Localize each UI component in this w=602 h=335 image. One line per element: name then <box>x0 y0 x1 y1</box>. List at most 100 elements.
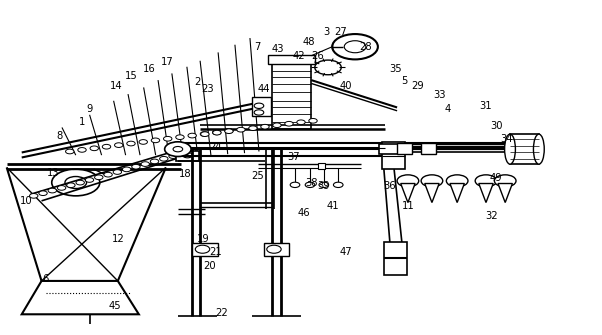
Text: 4: 4 <box>445 104 452 114</box>
Bar <box>510 134 539 164</box>
Circle shape <box>188 133 196 138</box>
Text: 46: 46 <box>298 208 310 217</box>
Circle shape <box>273 123 281 128</box>
Bar <box>382 142 405 169</box>
Circle shape <box>225 129 233 134</box>
Text: 17: 17 <box>161 57 174 67</box>
Circle shape <box>139 140 147 144</box>
Circle shape <box>48 188 57 193</box>
Circle shape <box>213 130 221 135</box>
Circle shape <box>213 130 221 135</box>
Circle shape <box>309 119 317 123</box>
Circle shape <box>151 138 160 143</box>
Circle shape <box>114 143 123 147</box>
Text: 40: 40 <box>340 81 352 91</box>
Circle shape <box>475 175 497 187</box>
Circle shape <box>446 175 468 187</box>
Text: 49: 49 <box>490 173 503 183</box>
Text: 2: 2 <box>194 77 200 87</box>
Circle shape <box>297 120 305 125</box>
Polygon shape <box>401 184 415 203</box>
Circle shape <box>39 191 47 196</box>
Circle shape <box>113 170 122 174</box>
Circle shape <box>90 146 99 151</box>
Bar <box>252 97 271 116</box>
Circle shape <box>104 172 112 177</box>
Bar <box>421 143 436 154</box>
Ellipse shape <box>504 134 515 164</box>
Circle shape <box>261 124 269 129</box>
Text: 34: 34 <box>500 134 513 144</box>
Bar <box>318 163 325 169</box>
Text: 23: 23 <box>202 84 214 94</box>
Circle shape <box>66 149 74 154</box>
Circle shape <box>67 183 75 188</box>
Bar <box>384 242 407 275</box>
Circle shape <box>237 127 245 132</box>
Circle shape <box>57 186 66 190</box>
Bar <box>176 151 199 161</box>
Text: 1: 1 <box>79 118 85 127</box>
Text: 20: 20 <box>203 261 216 271</box>
Text: 45: 45 <box>108 301 121 311</box>
Text: 38: 38 <box>306 178 318 188</box>
Bar <box>397 143 412 154</box>
Text: 48: 48 <box>303 38 315 47</box>
Bar <box>268 55 315 64</box>
Circle shape <box>95 175 103 180</box>
Polygon shape <box>425 184 439 203</box>
Circle shape <box>305 182 315 188</box>
Circle shape <box>165 142 191 156</box>
Ellipse shape <box>533 134 544 164</box>
Text: 42: 42 <box>293 51 305 61</box>
Text: 16: 16 <box>143 64 156 74</box>
Text: 39: 39 <box>317 181 330 191</box>
Circle shape <box>200 132 209 136</box>
Text: 44: 44 <box>258 84 270 94</box>
Text: 41: 41 <box>326 201 339 211</box>
Circle shape <box>225 128 233 133</box>
Circle shape <box>160 156 168 161</box>
Text: 10: 10 <box>20 196 33 206</box>
Circle shape <box>494 175 516 187</box>
Text: 13: 13 <box>47 168 60 178</box>
Circle shape <box>249 126 257 131</box>
Text: 3: 3 <box>323 27 329 38</box>
Polygon shape <box>498 184 512 203</box>
Circle shape <box>132 164 140 169</box>
Circle shape <box>334 182 343 188</box>
Text: 15: 15 <box>125 71 138 81</box>
Text: 11: 11 <box>402 201 414 211</box>
Text: 6: 6 <box>43 274 49 284</box>
Circle shape <box>65 177 87 189</box>
Text: 21: 21 <box>209 247 222 257</box>
Circle shape <box>290 182 300 188</box>
Circle shape <box>164 136 172 141</box>
Text: 5: 5 <box>401 76 408 86</box>
Circle shape <box>397 175 419 187</box>
Circle shape <box>332 34 378 59</box>
Text: 14: 14 <box>110 81 123 91</box>
Text: 24: 24 <box>209 142 222 152</box>
Circle shape <box>52 169 100 196</box>
Circle shape <box>169 154 178 158</box>
Circle shape <box>178 151 187 156</box>
Text: 19: 19 <box>197 234 210 244</box>
Circle shape <box>76 180 84 185</box>
Circle shape <box>150 159 159 164</box>
Bar <box>192 243 217 256</box>
Circle shape <box>421 175 442 187</box>
Bar <box>264 243 289 256</box>
Text: 18: 18 <box>179 169 192 179</box>
Text: 33: 33 <box>433 90 445 100</box>
Polygon shape <box>22 281 139 314</box>
Text: 8: 8 <box>57 131 63 141</box>
Circle shape <box>319 182 329 188</box>
Text: 27: 27 <box>334 27 347 38</box>
Circle shape <box>187 148 196 153</box>
Text: 43: 43 <box>272 44 284 54</box>
Circle shape <box>141 162 149 166</box>
Text: 31: 31 <box>480 101 492 111</box>
Text: 35: 35 <box>389 64 402 74</box>
Text: 37: 37 <box>288 152 300 162</box>
